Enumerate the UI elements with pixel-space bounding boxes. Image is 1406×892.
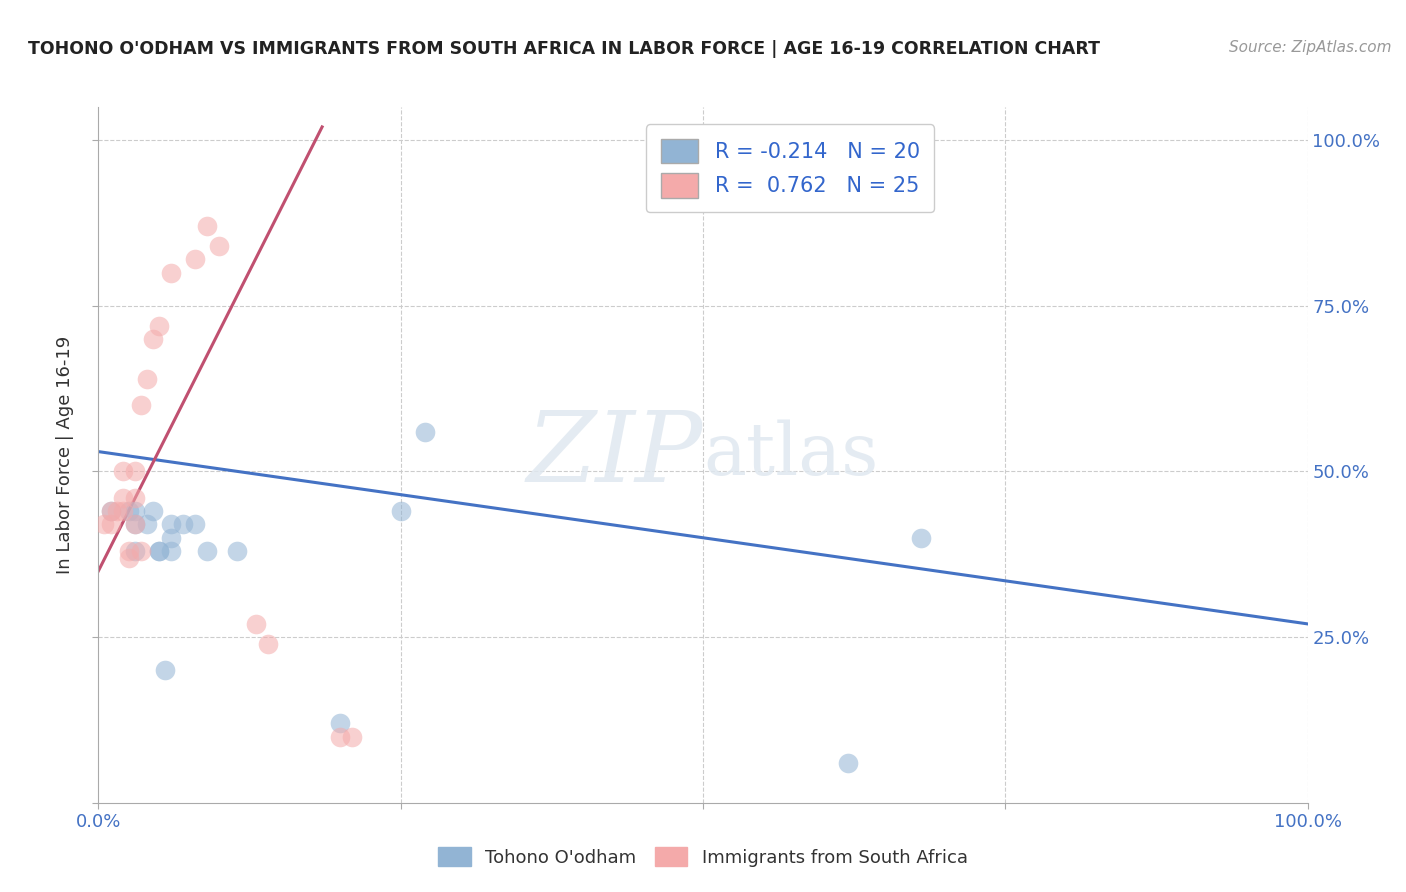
Point xyxy=(142,504,165,518)
Point xyxy=(256,637,278,651)
Point xyxy=(184,252,207,267)
Point xyxy=(148,544,170,558)
Y-axis label: In Labor Force | Age 16-19: In Labor Force | Age 16-19 xyxy=(56,335,75,574)
Point xyxy=(135,372,157,386)
Point xyxy=(93,517,115,532)
Point xyxy=(160,531,183,545)
Point xyxy=(118,544,141,558)
Point xyxy=(111,465,134,479)
Point xyxy=(111,504,134,518)
Point xyxy=(195,219,218,234)
Point xyxy=(142,332,165,346)
Point xyxy=(342,730,364,744)
Point xyxy=(105,504,128,518)
Point xyxy=(124,504,146,518)
Point xyxy=(837,756,859,770)
Point xyxy=(100,504,122,518)
Point xyxy=(184,517,207,532)
Point xyxy=(135,517,157,532)
Legend: Tohono O'odham, Immigrants from South Africa: Tohono O'odham, Immigrants from South Af… xyxy=(432,840,974,874)
Point xyxy=(129,544,152,558)
Point xyxy=(100,504,122,518)
Text: ZIP: ZIP xyxy=(527,408,703,502)
Point xyxy=(124,491,146,505)
Point xyxy=(124,544,146,558)
Point xyxy=(124,465,146,479)
Point xyxy=(160,517,183,532)
Point xyxy=(226,544,249,558)
Text: atlas: atlas xyxy=(703,419,879,491)
Point xyxy=(124,517,146,532)
Point xyxy=(148,544,170,558)
Point xyxy=(129,398,152,412)
Point xyxy=(118,550,141,565)
Point xyxy=(413,425,436,439)
Legend: R = -0.214   N = 20, R =  0.762   N = 25: R = -0.214 N = 20, R = 0.762 N = 25 xyxy=(645,124,935,212)
Point xyxy=(160,544,183,558)
Point xyxy=(389,504,412,518)
Text: Source: ZipAtlas.com: Source: ZipAtlas.com xyxy=(1229,40,1392,55)
Point xyxy=(195,544,218,558)
Point xyxy=(118,504,141,518)
Point xyxy=(160,266,183,280)
Point xyxy=(148,318,170,333)
Point xyxy=(910,531,932,545)
Point xyxy=(153,663,176,677)
Point xyxy=(124,517,146,532)
Point xyxy=(172,517,194,532)
Point xyxy=(329,716,352,731)
Point xyxy=(208,239,231,253)
Text: TOHONO O'ODHAM VS IMMIGRANTS FROM SOUTH AFRICA IN LABOR FORCE | AGE 16-19 CORREL: TOHONO O'ODHAM VS IMMIGRANTS FROM SOUTH … xyxy=(28,40,1099,58)
Point xyxy=(329,730,352,744)
Point xyxy=(111,491,134,505)
Point xyxy=(100,517,122,532)
Point xyxy=(245,616,267,631)
